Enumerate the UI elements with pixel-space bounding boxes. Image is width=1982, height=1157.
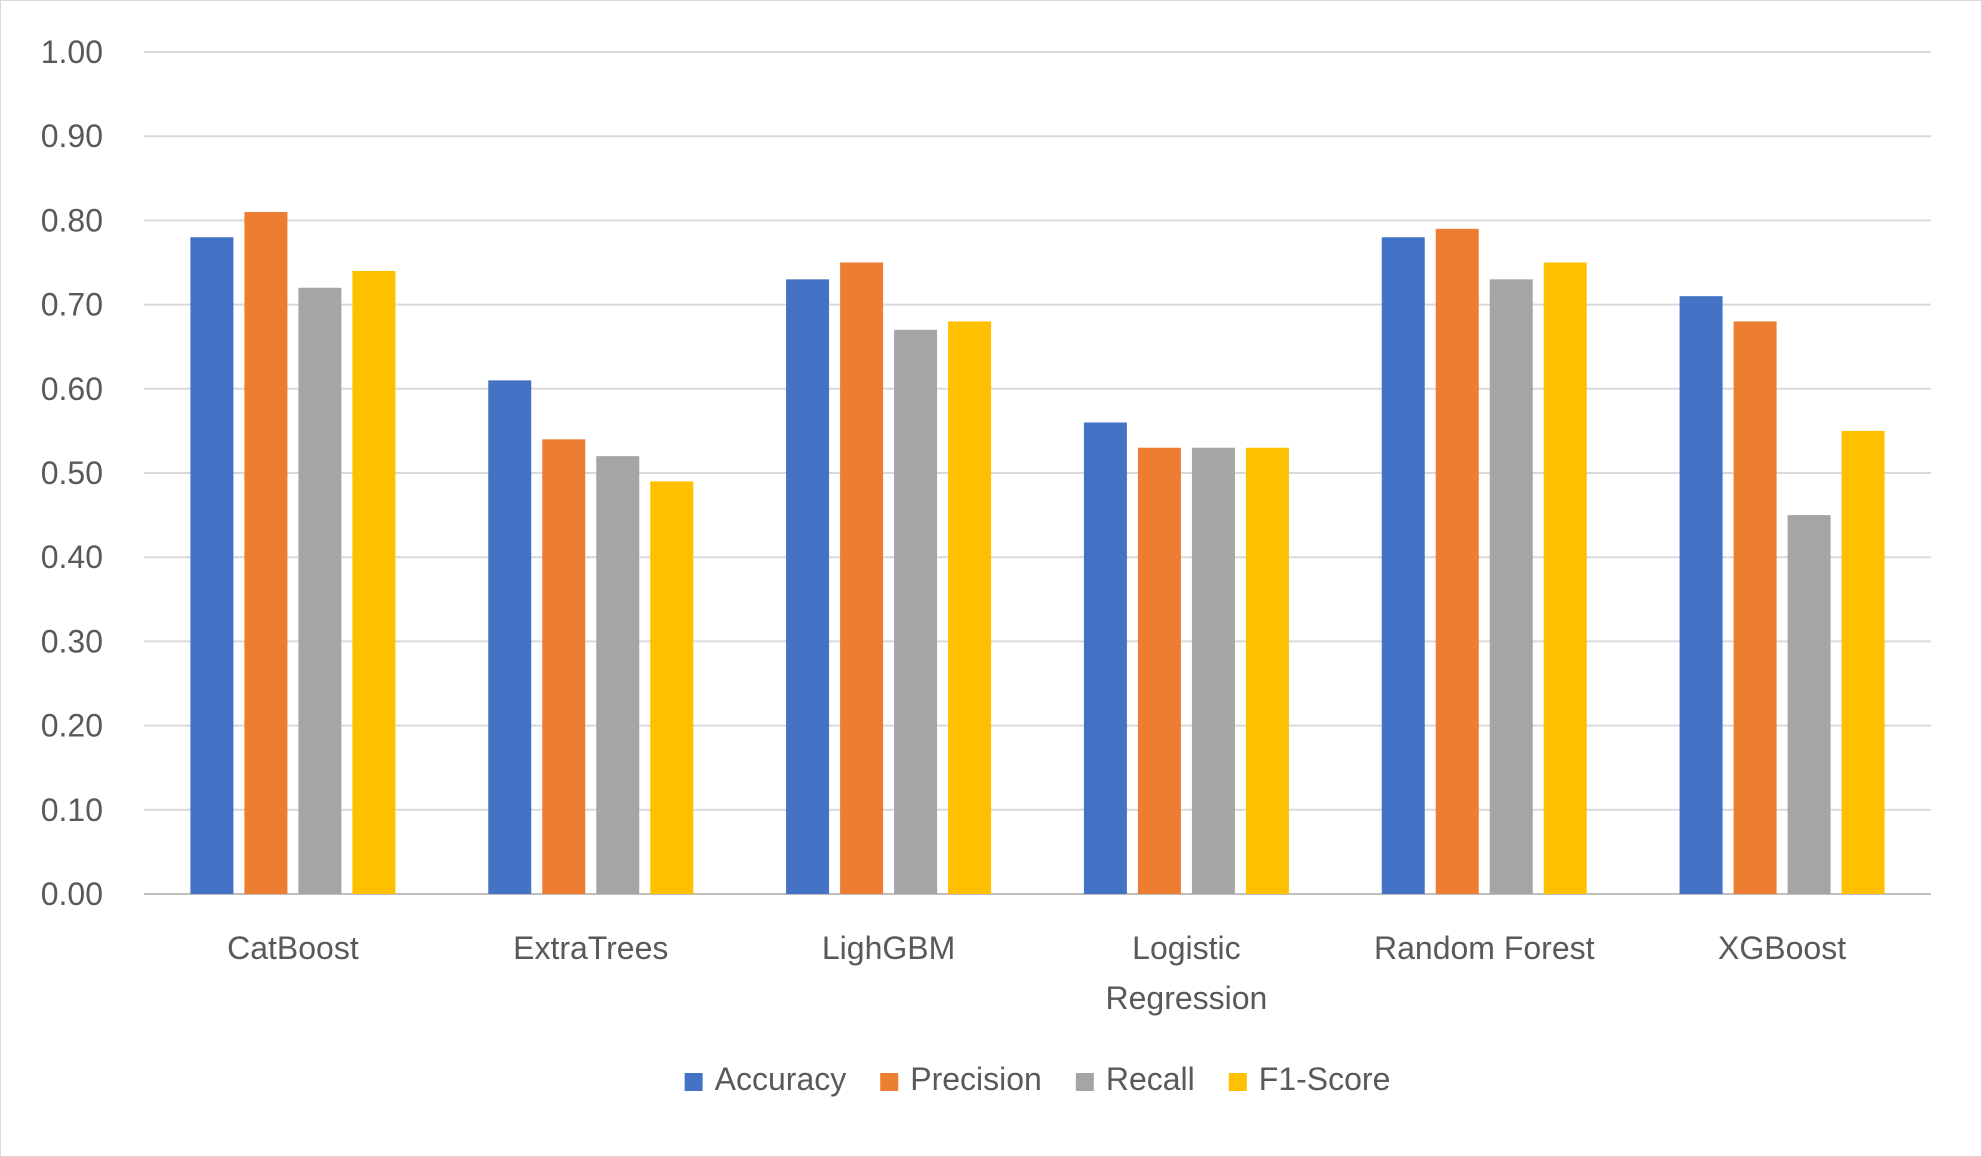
legend-label: Precision bbox=[910, 1061, 1042, 1097]
bar-accuracy bbox=[488, 380, 532, 894]
legend-label: Recall bbox=[1106, 1061, 1195, 1097]
y-tick-label: 1.00 bbox=[41, 34, 103, 70]
bar-precision bbox=[244, 211, 288, 895]
x-category-label: ExtraTrees bbox=[513, 930, 668, 966]
bar-recall bbox=[596, 456, 640, 894]
x-axis-category-labels: CatBoost ExtraTrees LighGBM Logistic Regress… bbox=[227, 930, 1846, 1016]
bar-precision bbox=[1435, 228, 1479, 894]
y-tick-label: 0.20 bbox=[41, 708, 103, 744]
x-category-label: Logistic bbox=[1132, 930, 1241, 966]
bar-f1-score bbox=[352, 270, 396, 894]
bar-recall bbox=[1489, 279, 1533, 895]
y-tick-label: 0.40 bbox=[41, 539, 103, 575]
bar-precision bbox=[1137, 447, 1181, 894]
legend: Accuracy Precision Recall F1-Score bbox=[684, 1061, 1391, 1097]
bar-precision bbox=[1733, 321, 1777, 894]
bar-accuracy bbox=[190, 237, 234, 895]
y-tick-label: 0.10 bbox=[41, 792, 103, 828]
bar-accuracy bbox=[786, 279, 830, 895]
legend-item: F1-Score bbox=[1228, 1061, 1391, 1097]
y-tick-label: 0.50 bbox=[41, 455, 103, 491]
bars bbox=[190, 211, 1885, 895]
legend-swatch bbox=[880, 1073, 899, 1091]
bar-f1-score bbox=[1841, 430, 1885, 894]
bar-accuracy bbox=[1083, 422, 1127, 894]
bar-precision bbox=[840, 262, 884, 894]
legend-swatch bbox=[1075, 1073, 1094, 1091]
legend-swatch bbox=[1228, 1073, 1247, 1091]
y-tick-label: 0.00 bbox=[41, 876, 103, 912]
x-category-label: LighGBM bbox=[822, 930, 955, 966]
bar-recall bbox=[1787, 515, 1831, 894]
bar-f1-score bbox=[650, 481, 694, 894]
bar-f1-score bbox=[948, 321, 992, 894]
legend-item: Recall bbox=[1075, 1061, 1195, 1097]
bar-precision bbox=[542, 439, 586, 894]
bar-recall bbox=[894, 329, 938, 894]
bar-accuracy bbox=[1679, 296, 1723, 894]
bar-recall bbox=[1191, 447, 1235, 894]
x-category-label: Random Forest bbox=[1374, 930, 1595, 966]
legend-label: F1-Score bbox=[1259, 1061, 1391, 1097]
legend-label: Accuracy bbox=[715, 1061, 847, 1097]
y-tick-label: 0.70 bbox=[41, 287, 103, 323]
bar-accuracy bbox=[1381, 237, 1425, 895]
y-axis-tick-labels: 0.00 0.10 0.20 0.30 0.40 0.50 0.60 0.70 0.80 0.90… bbox=[41, 34, 103, 912]
x-category-label: CatBoost bbox=[227, 930, 359, 966]
y-tick-label: 0.30 bbox=[41, 623, 103, 659]
y-tick-label: 0.80 bbox=[41, 202, 103, 238]
legend-swatch bbox=[684, 1073, 703, 1091]
bar-f1-score bbox=[1543, 262, 1587, 894]
gridlines bbox=[144, 51, 1931, 895]
x-category-label: Regression bbox=[1105, 980, 1267, 1016]
bar-recall bbox=[298, 287, 342, 894]
legend-item: Accuracy bbox=[684, 1061, 847, 1097]
x-category-label: XGBoost bbox=[1718, 930, 1846, 966]
legend-item: Precision bbox=[880, 1061, 1042, 1097]
bar-f1-score bbox=[1245, 447, 1289, 894]
y-tick-label: 0.60 bbox=[41, 371, 103, 407]
y-tick-label: 0.90 bbox=[41, 118, 103, 154]
